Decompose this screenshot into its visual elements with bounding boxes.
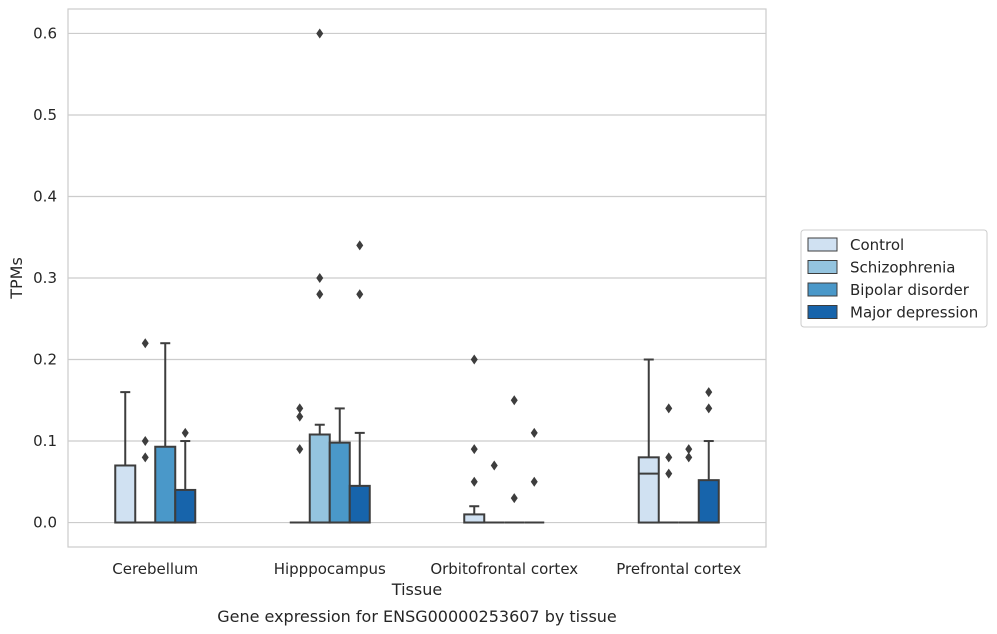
x-tick-label: Cerebellum — [112, 560, 198, 578]
box-group — [328, 407, 351, 524]
legend-label: Major depression — [850, 304, 978, 322]
outlier-point — [296, 444, 304, 455]
outlier-point — [665, 468, 673, 479]
plot-frame — [67, 8, 767, 548]
outlier-point — [705, 387, 713, 398]
box-group — [524, 427, 545, 524]
legend-item-major-depression: Major depression — [807, 304, 978, 322]
outlier-point — [470, 354, 478, 365]
legend-item-schizophrenia: Schizophrenia — [807, 259, 955, 277]
box — [463, 513, 486, 524]
box-group — [308, 28, 331, 524]
box — [637, 456, 660, 524]
box-group — [174, 427, 197, 524]
x-tick-label: Hipppocampus — [274, 560, 386, 578]
legend-swatch — [807, 237, 838, 252]
series-major-depression — [174, 240, 720, 524]
outlier-point — [530, 476, 538, 487]
outlier-point — [470, 476, 478, 487]
outlier-point — [665, 403, 673, 414]
box — [697, 479, 720, 524]
y-tick-label: 0.4 — [33, 187, 57, 205]
legend-item-control: Control — [807, 236, 904, 254]
y-tick-label: 0.2 — [33, 351, 57, 369]
outlier-point — [490, 460, 498, 471]
box-group — [637, 358, 660, 524]
box-group — [114, 391, 137, 524]
outlier-point — [316, 28, 324, 39]
series-schizophrenia — [135, 28, 679, 524]
legend-label: Schizophrenia — [850, 259, 955, 277]
box-group — [154, 342, 177, 524]
outlier-point — [296, 403, 304, 414]
box-group — [135, 338, 156, 524]
outlier-point — [316, 273, 324, 283]
outlier-point — [685, 452, 693, 463]
outlier-point — [510, 493, 518, 504]
box-group — [678, 444, 699, 524]
x-tick-labels: Cerebellum Hipppocampus Orbitofrontal cort… — [112, 560, 741, 578]
y-tick-labels: 0.0 0.1 0.2 0.3 0.4 0.5 0.6 — [33, 24, 57, 531]
y-tick-label: 0.3 — [33, 269, 57, 287]
y-tick-label: 0.6 — [33, 24, 57, 42]
outlier-point — [665, 452, 673, 463]
x-tick-label: Prefrontal cortex — [616, 560, 741, 578]
box — [154, 445, 177, 524]
legend-label: Control — [850, 236, 904, 254]
box — [308, 433, 331, 524]
legend-label: Bipolar disorder — [850, 281, 970, 299]
series-control — [114, 354, 660, 524]
outlier-point — [141, 436, 149, 447]
outlier-point — [141, 452, 149, 463]
legend-swatch — [807, 305, 838, 319]
box — [174, 488, 197, 524]
box — [328, 441, 351, 524]
box-group — [504, 395, 525, 524]
box-group — [289, 403, 310, 524]
outlier-point — [181, 427, 189, 438]
x-axis-title: Tissue — [391, 580, 442, 599]
legend: Control Schizophrenia Bipolar disorder Majo… — [800, 229, 988, 328]
box-group — [463, 354, 486, 524]
outlier-point — [530, 427, 538, 438]
box-group — [697, 387, 720, 524]
outlier-point — [705, 403, 713, 414]
figure-caption: Gene expression for ENSG00000253607 by t… — [217, 607, 617, 626]
box-group — [658, 403, 679, 524]
box — [348, 484, 371, 524]
outlier-point — [356, 240, 364, 251]
y-tick-label: 0.5 — [33, 106, 57, 124]
outlier-point — [470, 444, 478, 455]
outlier-point — [510, 395, 518, 406]
outlier-point — [296, 411, 304, 422]
box — [114, 464, 137, 524]
legend-swatch — [807, 282, 838, 297]
outlier-point — [316, 289, 324, 300]
legend-item-bipolar-disorder: Bipolar disorder — [807, 281, 970, 299]
box-marks — [114, 28, 720, 524]
y-axis-title: TPMs — [7, 257, 26, 300]
outlier-point — [356, 289, 364, 300]
outlier-point — [141, 338, 149, 349]
legend-frame — [800, 229, 988, 328]
box-group — [484, 460, 505, 524]
x-tick-label: Orbitofrontal cortex — [430, 560, 578, 578]
box-group — [348, 240, 371, 524]
y-tick-label: 0.1 — [33, 432, 57, 450]
series-bipolar-disorder — [154, 342, 699, 524]
legend-swatch — [807, 260, 838, 274]
y-tick-label: 0.0 — [33, 514, 57, 532]
outlier-point — [685, 444, 693, 455]
